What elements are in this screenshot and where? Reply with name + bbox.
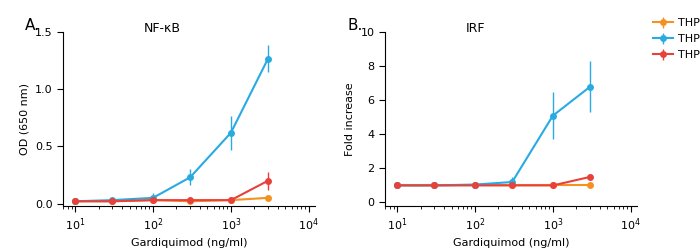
Text: IRF: IRF: [466, 22, 485, 35]
Y-axis label: Fold increase: Fold increase: [345, 82, 355, 156]
Y-axis label: OD (650 nm): OD (650 nm): [20, 83, 29, 155]
X-axis label: Gardiquimod (ng/ml): Gardiquimod (ng/ml): [131, 238, 247, 248]
Text: NF-κB: NF-κB: [144, 22, 181, 35]
Legend: THP1-Dual™, THP1-Dual™ hTLR7, THP1-Dual™ hTLR8: THP1-Dual™, THP1-Dual™ hTLR7, THP1-Dual™…: [653, 18, 700, 60]
Text: A.: A.: [25, 18, 40, 33]
X-axis label: Gardiquimod (ng/ml): Gardiquimod (ng/ml): [453, 238, 569, 248]
Text: B.: B.: [347, 18, 363, 33]
